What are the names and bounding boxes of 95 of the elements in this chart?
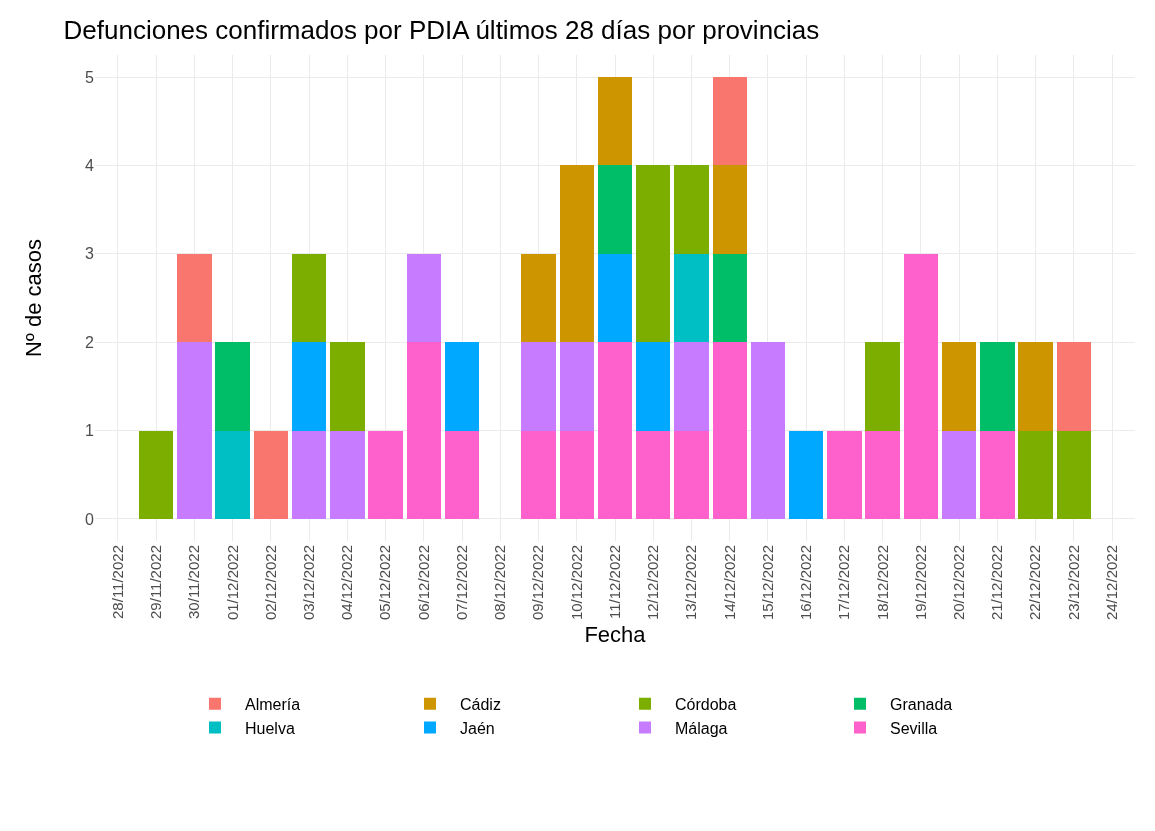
x-tick-label: 29/11/2022 <box>147 545 165 619</box>
bar <box>712 77 747 166</box>
legend-label: Sevilla <box>890 719 938 737</box>
x-tick-label: 30/11/2022 <box>185 545 203 619</box>
x-tick-label: 08/12/2022 <box>491 545 509 621</box>
bar <box>980 342 1015 431</box>
bar <box>674 342 709 431</box>
bar <box>291 430 327 519</box>
bar <box>521 430 556 519</box>
x-tick-label: 06/12/2022 <box>414 545 432 621</box>
x-tick-label: 02/12/2022 <box>261 545 279 621</box>
x-axis-title: Fecha <box>584 622 647 648</box>
x-tick-label: 21/12/2022 <box>988 545 1006 621</box>
bar <box>177 253 212 343</box>
y-axis-title: Nº de casos <box>21 238 46 358</box>
bar <box>177 342 212 519</box>
x-tick-label: 01/12/2022 <box>223 545 241 621</box>
x-tick-label: 17/12/2022 <box>835 545 853 621</box>
bar <box>291 253 327 343</box>
bar <box>1018 430 1053 519</box>
x-tick-label: 24/12/2022 <box>1102 545 1120 621</box>
bar <box>559 430 594 519</box>
y-tick-label: 2 <box>85 333 95 351</box>
x-tick-label: 18/12/2022 <box>873 545 891 621</box>
x-tick-label: 05/12/2022 <box>376 545 394 621</box>
x-tick-label: 20/12/2022 <box>949 545 967 621</box>
x-tick-label: 22/12/2022 <box>1026 545 1044 621</box>
bar <box>636 342 671 431</box>
bar <box>712 165 747 254</box>
bar <box>865 342 900 431</box>
bar <box>1056 342 1092 431</box>
x-tick-label: 10/12/2022 <box>567 545 585 621</box>
bar <box>330 342 365 431</box>
legend-label: Jaén <box>460 719 495 737</box>
bar <box>1056 430 1092 519</box>
bar <box>406 342 442 519</box>
bar <box>712 342 747 519</box>
bar <box>674 165 709 254</box>
bar <box>406 253 442 343</box>
legend-label: Huelva <box>245 719 295 737</box>
x-tick-label: 16/12/2022 <box>797 545 815 621</box>
bar <box>215 342 250 431</box>
bar <box>941 430 977 519</box>
x-tick-label: 13/12/2022 <box>682 545 700 621</box>
bar <box>597 77 633 166</box>
x-tick-label: 12/12/2022 <box>644 545 662 621</box>
bar <box>597 165 633 254</box>
bar <box>674 430 709 519</box>
bar <box>291 342 327 431</box>
bar <box>903 253 939 519</box>
bar <box>636 430 671 519</box>
bar <box>597 253 633 343</box>
bar <box>444 430 480 519</box>
x-tick-label: 11/12/2022 <box>605 545 623 619</box>
bar <box>750 342 786 519</box>
chart-title: Defunciones confirmados por PDIA últimos 28 días por provincias <box>63 14 820 45</box>
x-tick-label: 15/12/2022 <box>758 545 776 621</box>
bar <box>138 430 174 519</box>
bar <box>941 342 977 431</box>
legend-label: Málaga <box>675 719 728 737</box>
bar <box>712 253 747 343</box>
bar <box>788 430 824 519</box>
bar <box>253 430 289 519</box>
x-tick-label: 19/12/2022 <box>911 545 929 621</box>
x-tick-label: 07/12/2022 <box>452 545 470 621</box>
x-tick-label: 23/12/2022 <box>1064 545 1082 621</box>
y-tick-label: 1 <box>85 422 95 440</box>
bar <box>674 253 709 343</box>
x-tick-label: 04/12/2022 <box>338 545 356 621</box>
bar <box>559 342 594 431</box>
legend-label: Almería <box>245 695 301 713</box>
legend-label: Córdoba <box>675 695 737 713</box>
bar <box>215 430 250 519</box>
y-tick-label: 5 <box>85 68 95 86</box>
bar <box>636 165 671 343</box>
y-tick-label: 0 <box>85 510 95 528</box>
bar <box>521 342 556 431</box>
x-tick-label: 09/12/2022 <box>529 545 547 621</box>
y-tick-label: 3 <box>85 245 95 263</box>
bar <box>597 342 633 519</box>
legend-label: Cádiz <box>460 695 501 713</box>
x-tick-label: 14/12/2022 <box>720 545 738 621</box>
bar <box>827 430 862 519</box>
bar <box>521 253 556 343</box>
bar <box>559 165 594 343</box>
x-tick-label: 28/11/2022 <box>108 545 126 619</box>
bar <box>1018 342 1053 431</box>
y-tick-label: 4 <box>85 157 95 175</box>
x-tick-label: 03/12/2022 <box>299 545 317 621</box>
legend-label: Granada <box>890 695 953 713</box>
bar <box>368 430 403 519</box>
bar <box>444 342 480 431</box>
bar <box>330 430 365 519</box>
bar <box>865 430 900 519</box>
bar <box>980 430 1015 519</box>
